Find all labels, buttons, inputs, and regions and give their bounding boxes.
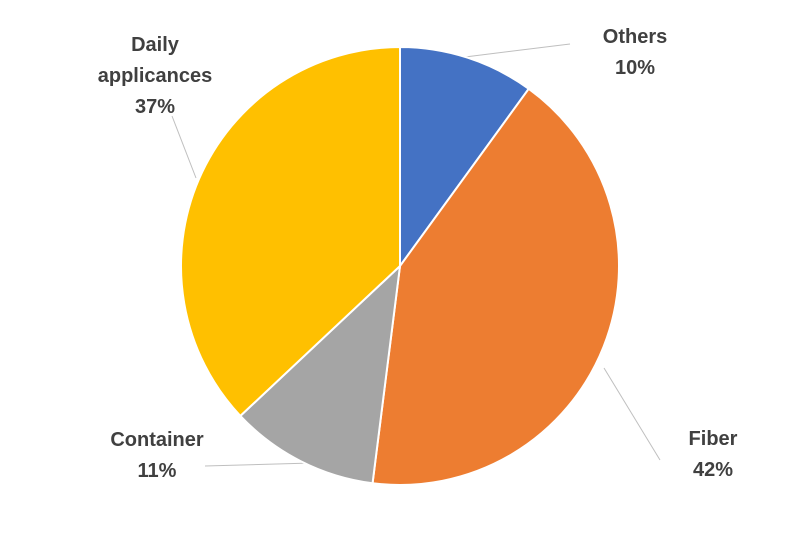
pie-slice	[238, 263, 402, 485]
data-label: Container 11%	[87, 425, 227, 487]
leader-line	[464, 43, 571, 58]
pie-slice	[399, 45, 531, 270]
leader-line	[204, 462, 313, 467]
category-label: Daily applicances	[97, 34, 213, 87]
category-label: Fiber	[688, 428, 738, 450]
pie-slice	[371, 87, 620, 486]
category-label: Others	[602, 26, 668, 48]
value-label: 42%	[692, 459, 734, 481]
value-label: 37%	[134, 96, 176, 118]
value-label: 10%	[614, 57, 656, 79]
data-label: Daily applicances 37%	[85, 30, 225, 123]
data-label: Fiber 42%	[653, 424, 773, 486]
data-label: Others 10%	[575, 22, 695, 84]
pie-slice	[180, 45, 401, 418]
leader-line	[171, 115, 197, 179]
category-label: Container	[110, 429, 204, 451]
leader-line	[603, 367, 661, 461]
value-label: 11%	[137, 460, 177, 482]
